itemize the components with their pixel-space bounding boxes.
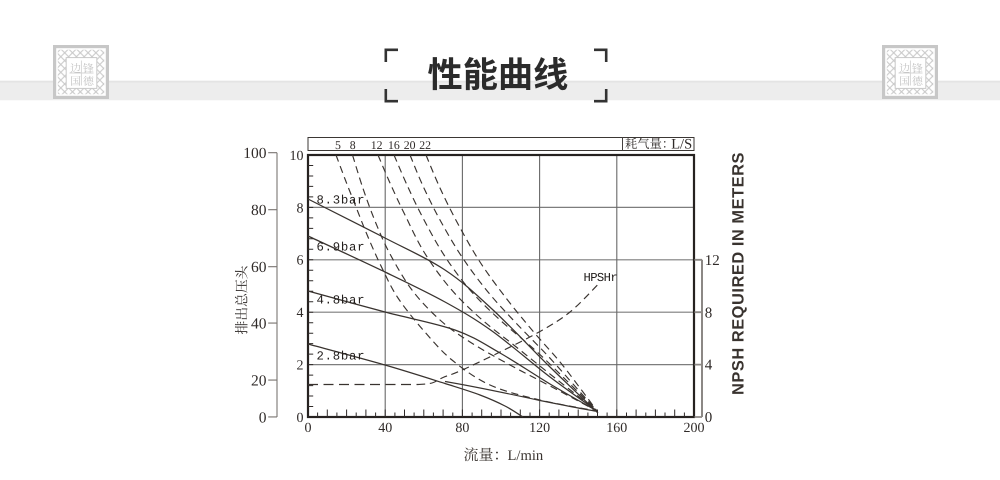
svg-text:100: 100	[243, 145, 267, 162]
svg-text:20: 20	[404, 138, 416, 152]
svg-text:16: 16	[388, 138, 400, 152]
svg-text:8: 8	[350, 138, 356, 152]
svg-text:20: 20	[251, 373, 267, 390]
svg-text:5: 5	[335, 138, 341, 152]
svg-text:8: 8	[705, 305, 713, 321]
svg-text:120: 120	[529, 421, 550, 436]
svg-text:0: 0	[705, 410, 713, 426]
svg-text:4: 4	[705, 358, 713, 374]
svg-text:8: 8	[297, 201, 304, 216]
svg-text:0: 0	[297, 411, 304, 426]
svg-text:HPSHr: HPSHr	[584, 271, 618, 285]
svg-text:12: 12	[705, 253, 720, 269]
svg-text:60: 60	[251, 259, 267, 276]
svg-text:10: 10	[290, 149, 304, 164]
svg-text:4: 4	[297, 306, 304, 321]
svg-text:L/min: L/min	[508, 448, 544, 464]
svg-text:L/S: L/S	[671, 136, 692, 152]
svg-text:6: 6	[297, 254, 304, 269]
svg-text:80: 80	[251, 202, 267, 219]
svg-text:NPSH REQUIRED IN METERS: NPSH REQUIRED IN METERS	[730, 152, 748, 395]
svg-text:200: 200	[684, 421, 705, 436]
svg-text:0: 0	[259, 409, 267, 426]
svg-text:22: 22	[419, 138, 431, 152]
svg-text:80: 80	[455, 421, 469, 436]
svg-text:40: 40	[251, 316, 267, 333]
svg-text:4.8bar: 4.8bar	[317, 294, 366, 308]
svg-text:6.9bar: 6.9bar	[317, 241, 366, 255]
svg-text:160: 160	[606, 421, 627, 436]
svg-text:12: 12	[371, 138, 383, 152]
svg-text:2: 2	[297, 359, 304, 374]
svg-text:40: 40	[378, 421, 392, 436]
svg-text:8.3bar: 8.3bar	[317, 194, 366, 208]
svg-text:0: 0	[305, 421, 312, 436]
svg-text:2.8bar: 2.8bar	[317, 350, 366, 364]
